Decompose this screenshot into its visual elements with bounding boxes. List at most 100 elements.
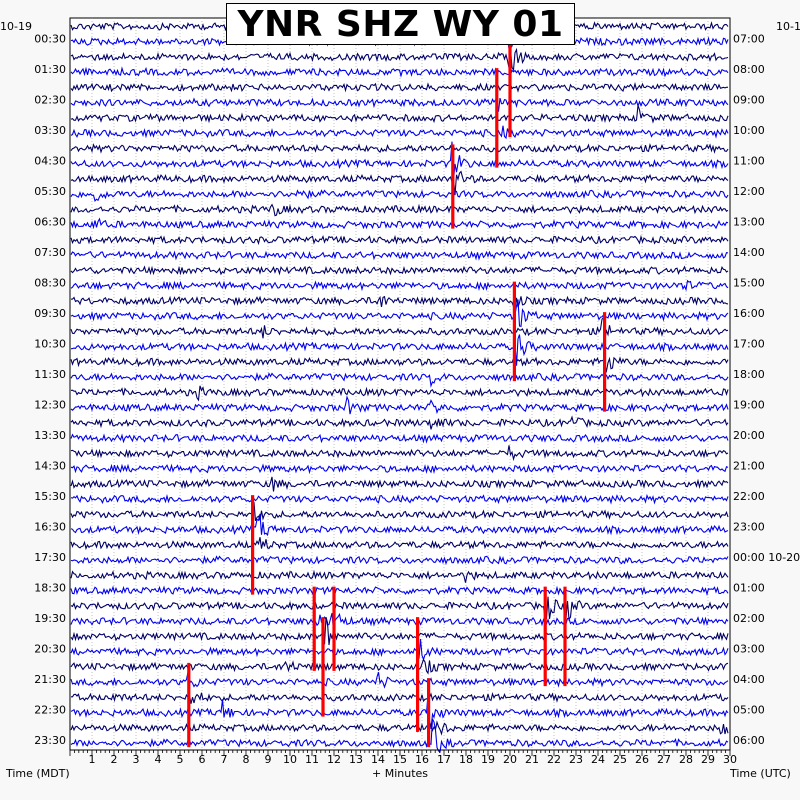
minute-grid — [91, 18, 709, 750]
left-time-label: 23:30 — [34, 734, 66, 747]
trace-row — [70, 141, 729, 181]
trace-row — [70, 203, 729, 217]
x-tick-label: 6 — [199, 753, 206, 766]
trace-row — [70, 617, 729, 646]
right-time-label: 17:00 — [733, 337, 765, 350]
right-time-label: 08:00 — [733, 63, 765, 76]
trace-row — [70, 66, 729, 78]
trace-row — [70, 143, 729, 154]
trace-row — [70, 371, 729, 388]
trace-row — [70, 81, 729, 93]
clip-mark — [495, 68, 499, 168]
trace-row — [70, 415, 729, 430]
x-tick-label: 27 — [657, 753, 671, 766]
right-time-label: 06:00 — [733, 734, 765, 747]
trace-row — [70, 334, 729, 366]
right-time-label: 00:00 10-20 — [733, 551, 800, 564]
trace-row — [70, 395, 729, 415]
trace-row — [70, 569, 729, 583]
trace-row — [70, 234, 729, 246]
x-tick-label: 18 — [459, 753, 473, 766]
left-time-label: 19:30 — [34, 612, 66, 625]
x-tick-label: 8 — [243, 753, 250, 766]
right-time-label: 15:00 — [733, 276, 765, 289]
x-tick-label: 9 — [265, 753, 272, 766]
left-axis-label: Time (MDT) — [5, 767, 70, 780]
left-time-label: 05:30 — [34, 185, 66, 198]
trace-row — [70, 295, 729, 309]
right-time-label: 05:00 — [733, 703, 765, 716]
trace-row — [70, 356, 729, 374]
x-tick-label: 23 — [569, 753, 583, 766]
trace-row — [70, 537, 729, 551]
trace-row — [70, 105, 729, 124]
right-time-label: 02:00 — [733, 612, 765, 625]
clip-mark — [451, 144, 455, 229]
left-time-label: 21:30 — [34, 673, 66, 686]
seismic-traces — [70, 21, 729, 753]
clip-mark — [251, 495, 255, 595]
trace-row — [70, 639, 729, 662]
trace-row — [70, 720, 729, 736]
trace-row — [70, 554, 729, 566]
clip-mark — [563, 586, 567, 687]
clip-mark — [603, 312, 607, 412]
left-date-label: 10-19 — [0, 20, 32, 33]
x-tick-label: 11 — [305, 753, 319, 766]
trace-row — [70, 513, 729, 537]
trace-row — [70, 445, 729, 462]
chart-title-box: YNR SHZ WY 01 — [226, 3, 575, 45]
trace-row — [70, 97, 729, 112]
x-tick-label: 28 — [679, 753, 693, 766]
trace-row — [70, 694, 729, 730]
trace-row — [70, 47, 729, 72]
trace-row — [70, 612, 729, 631]
right-time-label: 19:00 — [733, 398, 765, 411]
clip-mark — [543, 586, 547, 687]
right-time-label: 04:00 — [733, 673, 765, 686]
x-tick-label: 2 — [111, 753, 118, 766]
left-time-label: 20:30 — [34, 642, 66, 655]
trace-row — [70, 502, 729, 522]
trace-row — [71, 692, 729, 704]
x-tick-label: 1 — [89, 753, 96, 766]
right-time-label: 16:00 — [733, 307, 765, 320]
left-time-label: 11:30 — [34, 368, 66, 381]
left-time-label: 14:30 — [34, 459, 66, 472]
left-time-label: 04:30 — [34, 154, 66, 167]
right-time-label: 11:00 — [733, 154, 765, 167]
left-time-labels: 00:30 01:30 02:30 03:30 04:30 05:30 06:30 07:30… — [34, 32, 66, 747]
left-time-label: 18:30 — [34, 581, 66, 594]
right-time-label: 03:00 — [733, 642, 765, 655]
right-time-label: 21:00 — [733, 459, 765, 472]
x-tick-label: 22 — [547, 753, 561, 766]
x-tick-label: 4 — [155, 753, 162, 766]
trace-row — [70, 265, 729, 276]
trace-row — [70, 279, 729, 292]
left-time-label: 03:30 — [34, 124, 66, 137]
x-tick-label: 21 — [525, 753, 539, 766]
clip-mark — [321, 617, 325, 717]
left-time-label: 01:30 — [34, 63, 66, 76]
x-tick-label: 25 — [613, 753, 627, 766]
left-time-label: 16:30 — [34, 520, 66, 533]
x-tick-label: 19 — [481, 753, 495, 766]
clip-mark — [332, 586, 336, 671]
trace-row — [70, 170, 729, 196]
left-time-label: 10:30 — [34, 337, 66, 350]
left-time-label: 13:30 — [34, 429, 66, 442]
x-tick-label: 7 — [221, 753, 228, 766]
trace-row — [70, 316, 729, 339]
left-time-label: 07:30 — [34, 246, 66, 259]
trace-row — [70, 658, 729, 675]
x-tick-label: 30 — [723, 753, 737, 766]
trace-row — [70, 125, 729, 140]
clip-mark — [312, 586, 316, 671]
left-time-label: 22:30 — [34, 703, 66, 716]
left-time-label: 15:30 — [34, 490, 66, 503]
left-time-label: 12:30 — [34, 398, 66, 411]
right-axis-label: Time (UTC) — [729, 767, 791, 780]
x-tick-label: 10 — [283, 753, 297, 766]
trace-row — [70, 671, 729, 689]
trace-row — [70, 596, 729, 621]
